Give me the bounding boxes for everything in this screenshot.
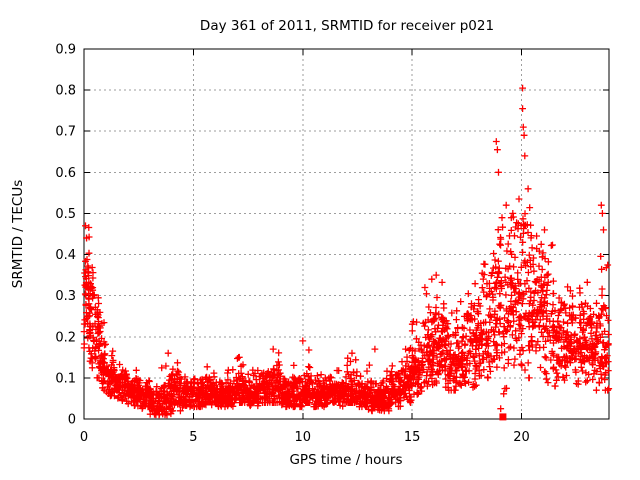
chart-title: Day 361 of 2011, SRMTID for receiver p02… bbox=[200, 18, 494, 34]
x-axis-label: GPS time / hours bbox=[289, 452, 402, 468]
y-tick-label: 0.9 bbox=[55, 43, 76, 58]
y-tick-label: 0.2 bbox=[55, 330, 76, 345]
scatter-markers bbox=[80, 84, 613, 419]
y-tick-label: 0.8 bbox=[55, 84, 76, 99]
x-tick-label: 5 bbox=[189, 430, 197, 445]
y-tick-label: 0.7 bbox=[55, 125, 76, 140]
tick-labels: 0 5 10 15 20 0 0.1 0.2 0.3 0.4 0.5 0.6 0.7 0.8 0.9 bbox=[55, 43, 529, 446]
y-tick-label: 0.6 bbox=[55, 166, 76, 181]
x-tick-label: 20 bbox=[513, 430, 530, 445]
data-points bbox=[80, 84, 613, 421]
y-tick-label: 0.3 bbox=[55, 289, 76, 304]
y-tick-label: 0 bbox=[68, 413, 76, 428]
y-axis-label: SRMTID / TECUs bbox=[10, 180, 26, 288]
y-tick-label: 0.1 bbox=[55, 371, 76, 386]
y-tick-label: 0.5 bbox=[55, 207, 76, 222]
y-tick-label: 0.4 bbox=[55, 248, 76, 263]
x-tick-label: 0 bbox=[80, 430, 88, 445]
flagged-sample-marker bbox=[499, 413, 507, 421]
x-tick-label: 15 bbox=[404, 430, 421, 445]
plot-border bbox=[83, 48, 610, 420]
x-tick-label: 10 bbox=[294, 430, 311, 445]
